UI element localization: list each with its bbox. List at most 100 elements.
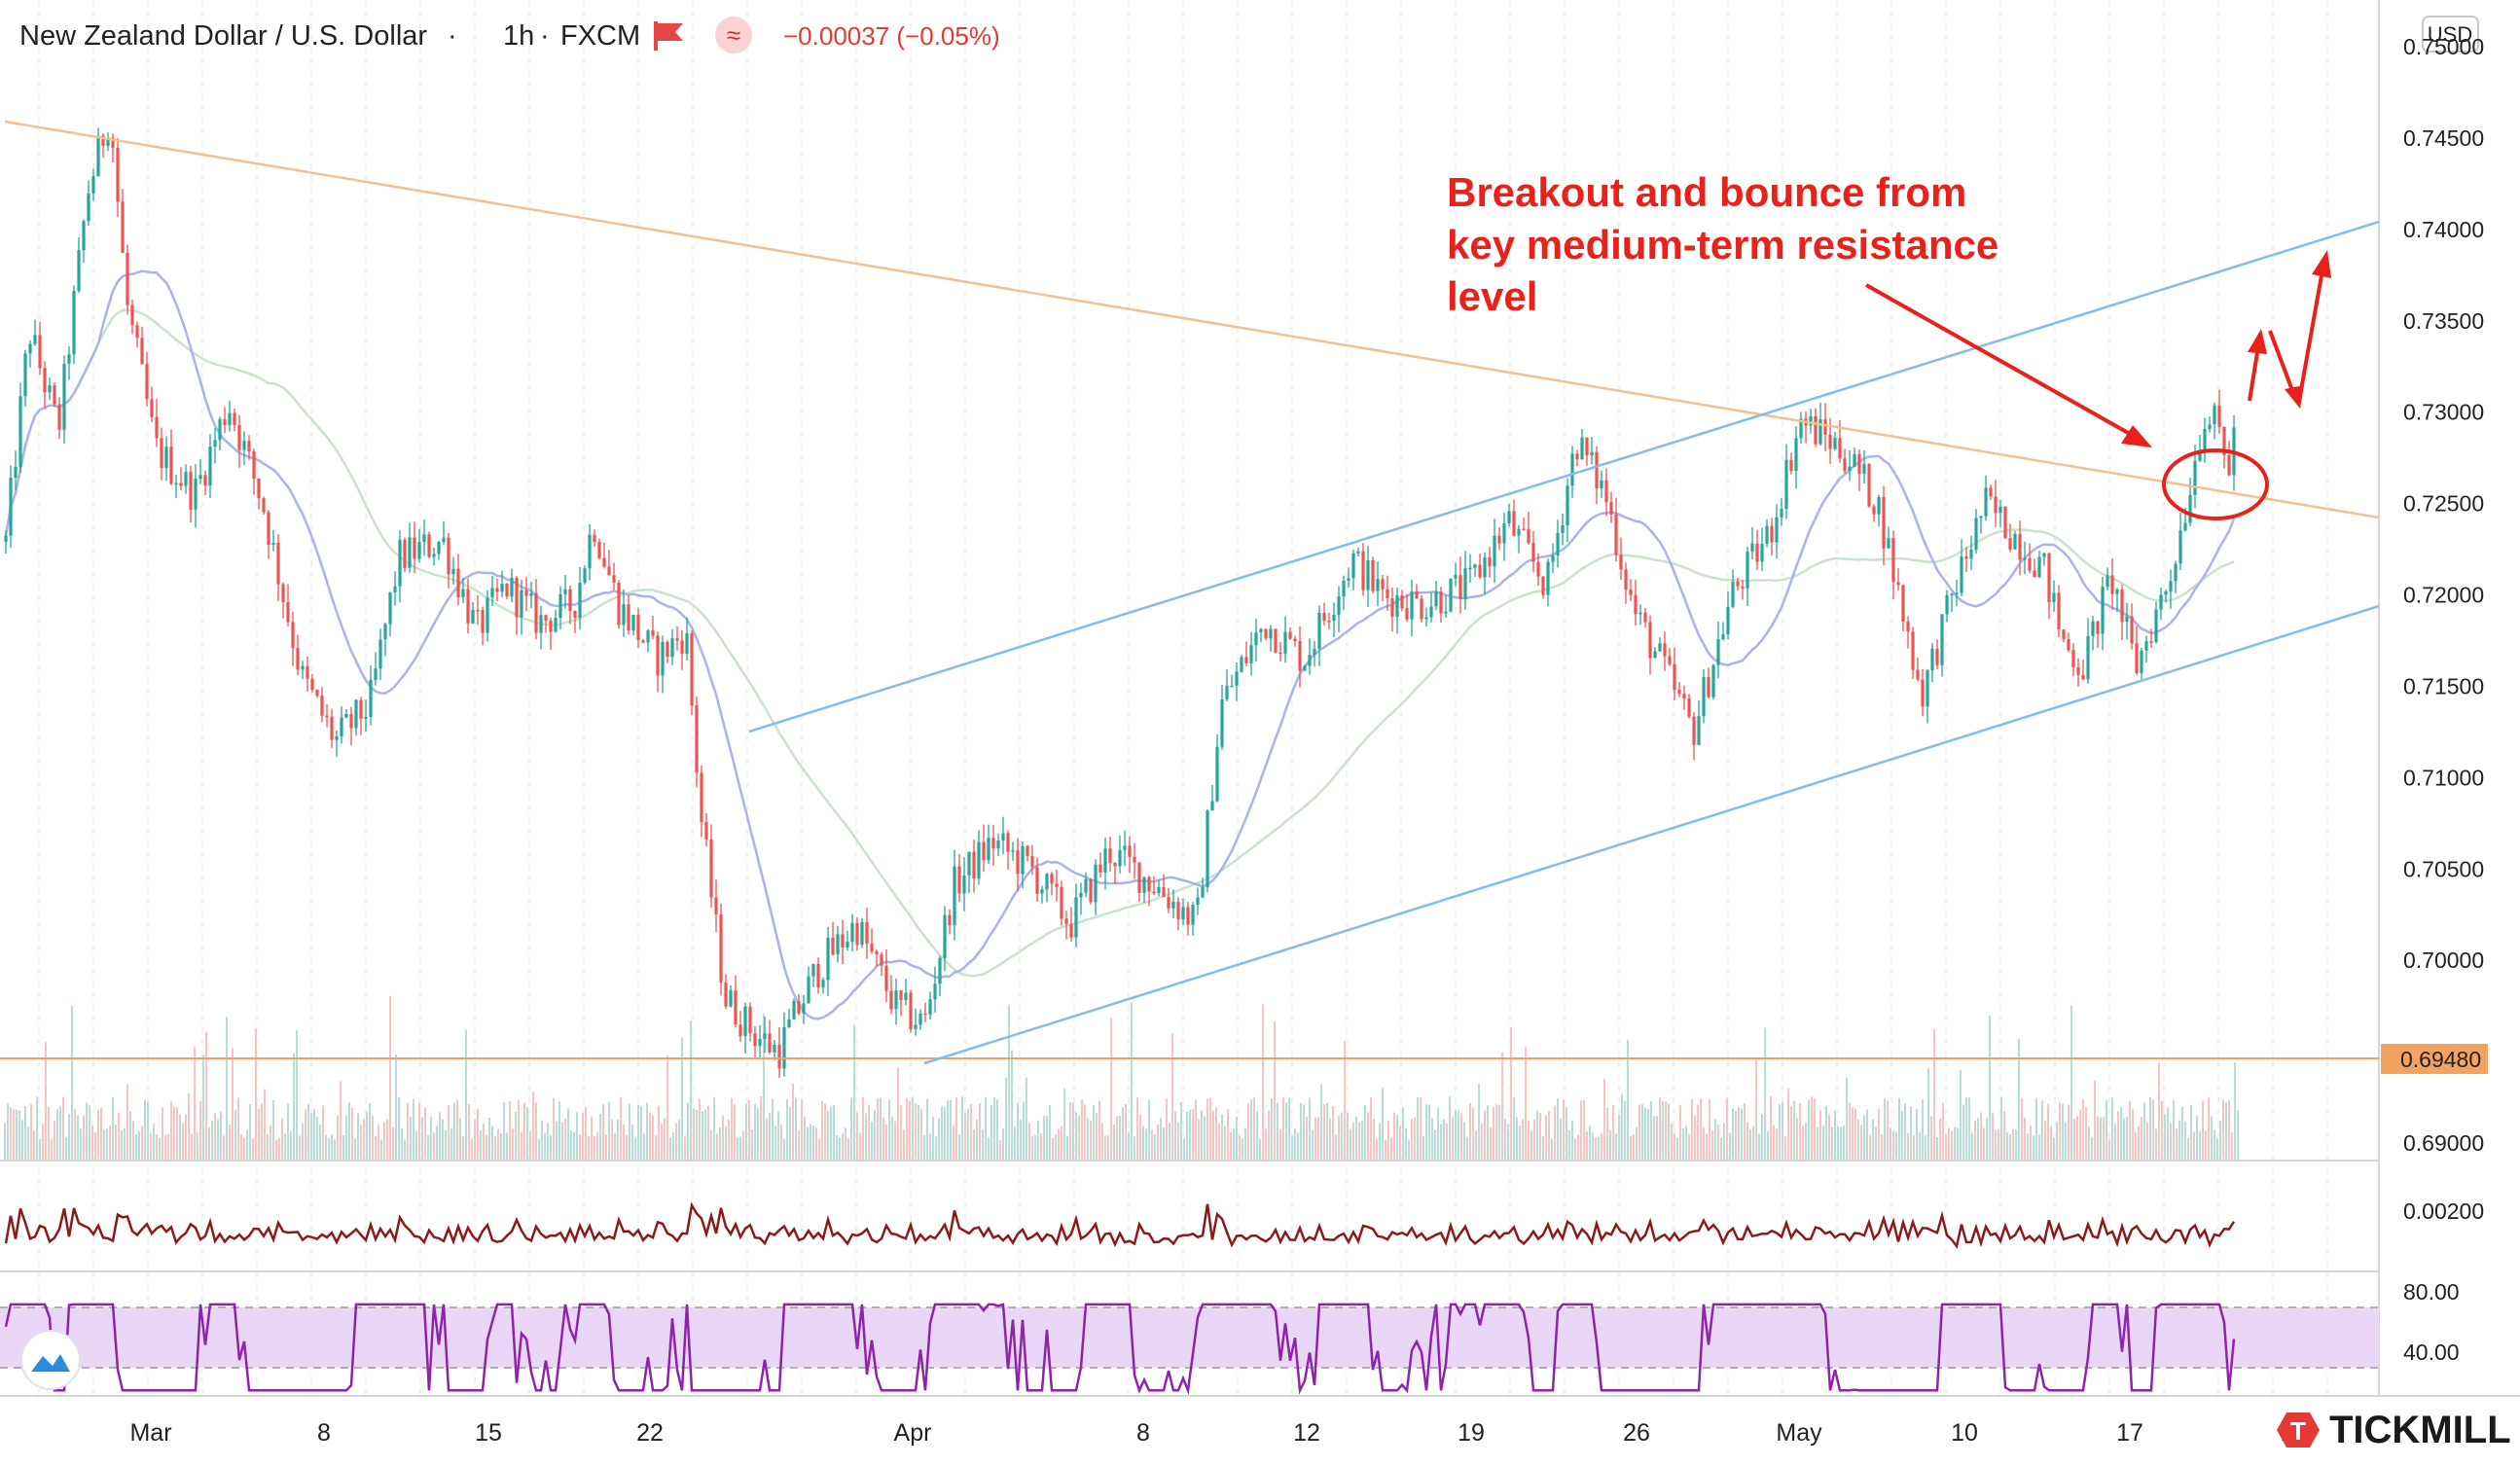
volume-bar: [410, 1117, 412, 1160]
volume-bar: [1446, 1123, 1448, 1160]
volume-bar: [494, 1136, 496, 1160]
volume-bar: [488, 1117, 490, 1160]
volume-bar: [1145, 1128, 1147, 1160]
volume-bar: [891, 1117, 893, 1160]
candle-body: [1429, 606, 1433, 618]
candle-body: [2188, 494, 2192, 523]
volume-bar: [824, 1103, 826, 1160]
candle-body: [1760, 543, 1764, 562]
volume-bar: [1624, 1100, 1626, 1160]
volume-bar: [1857, 1119, 1859, 1160]
volume-bar: [56, 1108, 58, 1160]
volume-bar: [1139, 1114, 1141, 1160]
volume-bar: [1930, 1116, 1932, 1160]
volume-bar: [415, 1130, 417, 1160]
price-axis-label: 0.72500: [2403, 491, 2484, 517]
candle-body: [2115, 589, 2119, 594]
volume-bar: [1469, 1102, 1471, 1160]
currency-button[interactable]: USD: [2422, 16, 2479, 53]
candle-body: [933, 983, 937, 1000]
volume-bar: [1256, 1111, 1258, 1160]
volume-bar: [2196, 1116, 2198, 1160]
volume-bar: [1735, 1111, 1737, 1160]
channel-upper-line[interactable]: [748, 220, 2380, 733]
volume-bar: [94, 1131, 96, 1160]
brand-logo: T TICKMILL: [2277, 1409, 2511, 1451]
candle-body: [116, 147, 120, 202]
volume-bar: [772, 1098, 774, 1160]
volume-bar: [141, 1126, 143, 1160]
volume-bar: [961, 1096, 963, 1160]
volume-bar: [445, 1129, 447, 1160]
price-axis-label: 0.75000: [2403, 34, 2484, 59]
resistance-trend-line[interactable]: [4, 120, 2380, 519]
volume-bar: [2193, 1131, 2195, 1160]
candle-body: [2091, 621, 2095, 636]
volume-bar: [1408, 1139, 1410, 1160]
volume-bar: [1726, 1097, 1728, 1160]
interval-label[interactable]: 1h: [503, 20, 534, 52]
volume-bar: [1968, 1097, 1970, 1160]
annotation-line-3: level: [1447, 273, 1537, 319]
candle-body: [1799, 418, 1803, 439]
volume-bar: [1992, 1113, 1994, 1160]
candle-body: [442, 537, 446, 543]
volume-bar: [722, 1115, 724, 1160]
volume-bar: [2035, 1097, 2037, 1160]
volume-bar: [448, 1105, 450, 1160]
volume-bar: [331, 1134, 333, 1160]
candle-body: [846, 941, 849, 948]
volume-bar: [1107, 1135, 1109, 1160]
volume-bar: [1011, 1050, 1013, 1160]
candle-body: [2208, 424, 2212, 429]
volume-bar: [582, 1112, 584, 1160]
volume-bar: [684, 1135, 686, 1160]
channel-lower-line[interactable]: [923, 604, 2380, 1065]
source-label[interactable]: FXCM: [560, 20, 640, 52]
candle-body: [1108, 848, 1112, 863]
volume-bar: [261, 1103, 263, 1160]
symbol-title[interactable]: New Zealand Dollar / U.S. Dollar: [19, 20, 427, 52]
candle-body: [520, 590, 523, 618]
volume-bar: [372, 1116, 374, 1160]
volume-bar: [1627, 1040, 1629, 1160]
candle-body: [213, 440, 217, 447]
candle-body: [1677, 689, 1681, 695]
volume-bar: [1443, 1119, 1445, 1160]
volume-bar: [255, 1027, 257, 1160]
candle-body: [1590, 451, 1594, 456]
candle-body: [447, 537, 450, 575]
candle-body: [510, 577, 514, 597]
candle-body: [1458, 575, 1462, 599]
volume-bar: [935, 1136, 937, 1160]
candle-body: [1011, 850, 1015, 852]
volume-bar: [162, 1107, 163, 1160]
volume-bar: [2068, 1104, 2070, 1160]
volume-bar: [413, 1098, 414, 1160]
volume-bar: [1002, 1127, 1004, 1160]
volume-bar: [27, 1126, 29, 1160]
volume-bar: [2146, 1122, 2148, 1160]
candle-body: [286, 601, 290, 623]
candle-body: [1424, 617, 1428, 620]
volume-bar: [497, 1129, 499, 1160]
volume-bar: [1589, 1126, 1591, 1160]
candle-body: [923, 1013, 927, 1016]
volume-bar: [626, 1134, 628, 1160]
volume-bar: [836, 1135, 838, 1160]
flag-icon[interactable]: [654, 21, 683, 51]
candle-body: [1249, 645, 1253, 663]
tradingview-logo-icon[interactable]: [20, 1330, 81, 1390]
candle-body: [291, 622, 295, 649]
candle-body: [1128, 845, 1132, 857]
volume-bar: [2117, 1111, 2119, 1160]
volume-bar: [100, 1107, 102, 1160]
volume-bar: [220, 1111, 222, 1160]
candle-body: [588, 534, 592, 569]
volume-bar: [1063, 1088, 1065, 1160]
candle-body: [1711, 664, 1715, 697]
volume-bar: [302, 1123, 304, 1160]
compare-icon[interactable]: ≈: [715, 17, 752, 54]
volume-bar: [2065, 1123, 2067, 1160]
